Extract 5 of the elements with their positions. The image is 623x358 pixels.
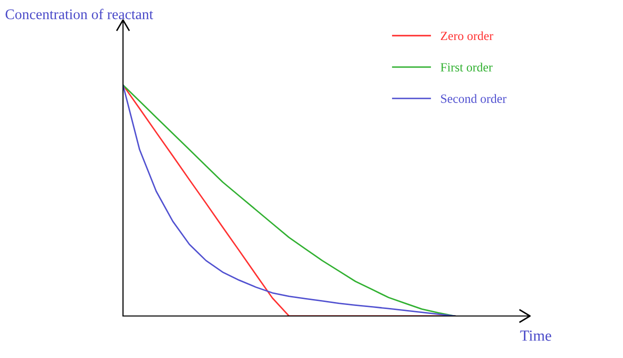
legend-label: Zero order — [440, 31, 494, 40]
legend-label: First order — [440, 62, 493, 72]
x-axis-title: Time — [520, 330, 552, 341]
y-axis-title: Concentration of reactant — [6, 8, 154, 20]
legend-label: Second order — [441, 94, 506, 103]
